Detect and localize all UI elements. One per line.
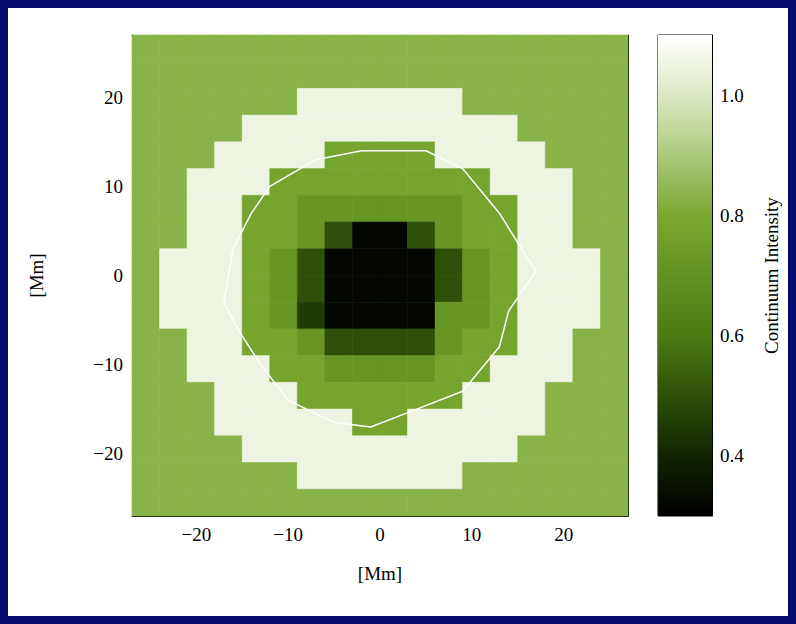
svg-text:1.0: 1.0 [720,85,744,106]
svg-text:−20: −20 [181,524,211,545]
svg-text:0: 0 [114,265,124,286]
svg-text:−20: −20 [93,443,123,464]
svg-text:[Mm]: [Mm] [358,563,402,584]
svg-text:10: 10 [104,176,123,197]
svg-text:0.4: 0.4 [720,445,744,466]
svg-text:0.6: 0.6 [720,325,744,346]
svg-text:0: 0 [375,524,385,545]
svg-text:10: 10 [462,524,481,545]
svg-text:20: 20 [554,524,573,545]
svg-text:[Mm]: [Mm] [26,253,47,297]
svg-text:−10: −10 [273,524,303,545]
svg-text:0.8: 0.8 [720,205,744,226]
svg-text:20: 20 [104,87,123,108]
svg-text:Continuum Intensity: Continuum Intensity [761,197,782,354]
svg-text:−10: −10 [93,354,123,375]
